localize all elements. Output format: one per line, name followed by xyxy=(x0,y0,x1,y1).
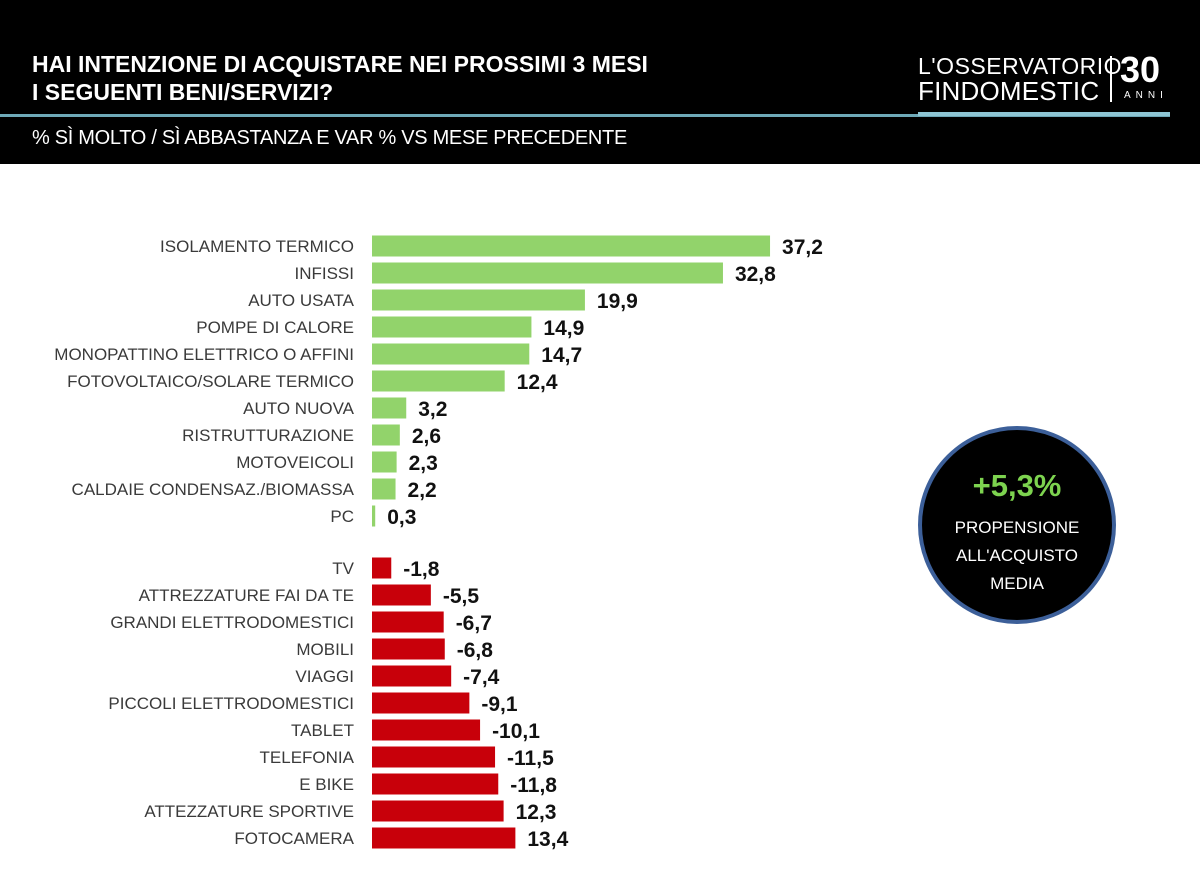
category-label: AUTO USATA xyxy=(248,291,354,310)
data-label: -6,7 xyxy=(456,612,492,635)
category-label: POMPE DI CALORE xyxy=(196,318,354,337)
logo-text-osservatorio: L'OSSERVATORIO xyxy=(918,53,1122,79)
data-label: 2,3 xyxy=(409,452,438,475)
logo-text-findomestic: FINDOMESTIC xyxy=(918,76,1100,106)
bar-negative xyxy=(372,800,504,822)
findomestic-logo: L'OSSERVATORIO FINDOMESTIC 30 ANNI xyxy=(918,49,1170,116)
data-label: 12,3 xyxy=(516,801,557,824)
bar-negative xyxy=(372,584,431,606)
category-label: PC xyxy=(330,507,354,526)
bar-positive xyxy=(372,343,530,365)
category-label: ATTREZZATURE FAI DA TE xyxy=(139,586,354,605)
title-line-1: HAI INTENZIONE DI ACQUISTARE NEI PROSSIM… xyxy=(32,51,648,77)
category-label: TV xyxy=(332,559,354,578)
bar-positive xyxy=(372,505,376,527)
header-divider xyxy=(0,114,1170,117)
data-label: -11,5 xyxy=(507,747,554,770)
bar-negative xyxy=(372,773,499,795)
badge-caption-line-2: ALL'ACQUISTO xyxy=(956,546,1078,565)
bar-negative xyxy=(372,827,516,849)
data-label: -7,4 xyxy=(463,666,500,689)
category-label: FOTOVOLTAICO/SOLARE TERMICO xyxy=(67,372,354,391)
logo-underline xyxy=(918,112,1170,116)
page-title: HAI INTENZIONE DI ACQUISTARE NEI PROSSIM… xyxy=(32,50,792,106)
page-subtitle: % SÌ MOLTO / SÌ ABBASTANZA E VAR % VS ME… xyxy=(32,127,627,149)
badge-caption: PROPENSIONE ALL'ACQUISTO MEDIA xyxy=(922,514,1112,598)
bar-negative xyxy=(372,692,470,714)
bar-positive xyxy=(372,451,397,473)
category-label: MOTOVEICOLI xyxy=(236,453,354,472)
logo-separator xyxy=(1110,56,1112,102)
data-label: 37,2 xyxy=(782,236,823,259)
bar-positive xyxy=(372,235,771,257)
bar-positive xyxy=(372,289,585,311)
data-label: 32,8 xyxy=(735,263,776,286)
category-label: TELEFONIA xyxy=(260,748,355,767)
bar-positive xyxy=(372,424,400,446)
category-label: ISOLAMENTO TERMICO xyxy=(160,237,354,256)
bar-negative xyxy=(372,557,392,579)
data-label: 13,4 xyxy=(527,828,568,851)
category-label: MONOPATTINO ELETTRICO O AFFINI xyxy=(54,345,354,364)
bar-positive xyxy=(372,316,532,338)
data-label: 14,7 xyxy=(541,344,582,367)
data-label: 0,3 xyxy=(387,506,416,529)
category-label: GRANDI ELETTRODOMESTICI xyxy=(110,613,354,632)
data-label: -11,8 xyxy=(510,774,557,797)
data-label: 19,9 xyxy=(597,290,638,313)
data-label: 14,9 xyxy=(543,317,584,340)
badge-value: +5,3% xyxy=(972,468,1062,503)
category-label: CALDAIE CONDENSAZ./BIOMASSA xyxy=(72,480,355,499)
bar-negative xyxy=(372,638,445,660)
data-label: 12,4 xyxy=(517,371,558,394)
bar-positive xyxy=(372,397,407,419)
bar-positive xyxy=(372,262,723,284)
category-label: FOTOCAMERA xyxy=(234,829,354,848)
category-label: VIAGGI xyxy=(295,667,354,686)
data-label: -6,8 xyxy=(457,639,494,662)
data-label: 2,6 xyxy=(412,425,441,448)
data-label: 3,2 xyxy=(418,398,447,421)
category-label: RISTRUTTURAZIONE xyxy=(182,426,354,445)
average-propensity-badge: +5,3% PROPENSIONE ALL'ACQUISTO MEDIA xyxy=(918,426,1116,624)
data-label: -5,5 xyxy=(443,585,480,608)
data-label: -10,1 xyxy=(492,720,540,743)
bar-negative xyxy=(372,746,496,768)
bar-positive xyxy=(372,478,396,500)
category-label: TABLET xyxy=(291,721,354,740)
badge-caption-line-3: MEDIA xyxy=(990,574,1044,593)
data-label: -9,1 xyxy=(481,693,518,716)
category-label: E BIKE xyxy=(299,775,354,794)
title-line-2: I SEGUENTI BENI/SERVIZI? xyxy=(32,79,334,105)
logo-anniversary-number: 30 xyxy=(1120,49,1161,90)
bar-negative xyxy=(372,665,452,687)
bar-negative xyxy=(372,611,444,633)
badge-caption-line-1: PROPENSIONE xyxy=(954,518,1080,537)
logo-anni-label: ANNI xyxy=(1124,90,1168,101)
data-label: 2,2 xyxy=(408,479,437,502)
bar-positive xyxy=(372,370,505,392)
category-label: AUTO NUOVA xyxy=(243,399,354,418)
data-label: -1,8 xyxy=(403,558,440,581)
category-label: INFISSI xyxy=(294,264,354,283)
bar-negative xyxy=(372,719,481,741)
category-label: ATTEZZATURE SPORTIVE xyxy=(144,802,354,821)
header-band: HAI INTENZIONE DI ACQUISTARE NEI PROSSIM… xyxy=(0,0,1200,164)
category-label: MOBILI xyxy=(296,640,354,659)
category-label: PICCOLI ELETTRODOMESTICI xyxy=(108,694,354,713)
